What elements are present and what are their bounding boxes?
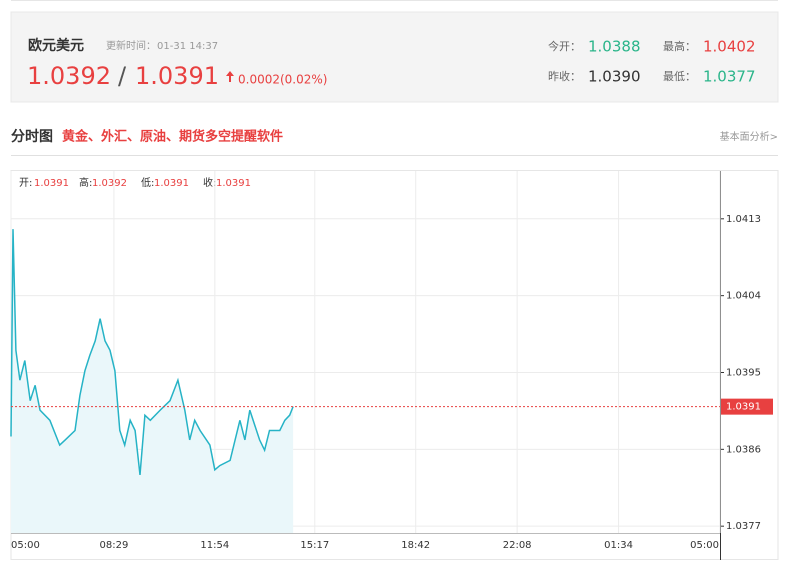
info-label: 高:	[79, 176, 92, 189]
info-label: 收:	[203, 176, 216, 189]
info-bar: 开: 1.0391 高: 1.0392 低: 1.0391 收: 1.0391	[19, 176, 251, 189]
y-tick-label: 1.0386	[726, 444, 761, 455]
price-line	[10, 229, 294, 475]
update-time: 01-31 14:37	[157, 41, 218, 52]
stat-value: 1.0402	[703, 38, 756, 56]
info-value: 1.0391	[34, 178, 69, 189]
info-value: 1.0392	[92, 178, 127, 189]
ask-price: 1.0391	[135, 62, 219, 90]
y-tick-label: 1.0413	[726, 214, 761, 225]
stat-label: 最高：	[663, 39, 696, 53]
stat-label: 昨收：	[548, 69, 581, 83]
price-tag-label: 1.0391	[726, 402, 761, 413]
info-value: 1.0391	[216, 178, 251, 189]
y-tick-label: 1.0395	[726, 367, 761, 378]
stat-value: 1.0390	[588, 68, 641, 86]
up-arrow	[226, 71, 234, 82]
section-title: 分时图	[11, 128, 53, 145]
stat-value: 1.0377	[703, 68, 756, 86]
y-tick-label: 1.0377	[726, 521, 761, 532]
fundamental-link[interactable]: 基本面分析>	[720, 130, 778, 143]
x-tick-label: 15:17	[300, 540, 329, 551]
separator: /	[118, 62, 127, 90]
y-tick-label: 1.0404	[726, 291, 761, 302]
pair-name: 欧元美元	[28, 37, 84, 54]
price-tag	[721, 398, 773, 415]
info-label: 低:	[141, 176, 154, 189]
quote-panel	[10, 11, 779, 103]
bid-price: 1.0392	[27, 62, 111, 90]
promo-link[interactable]: 黄金、外汇、原油、期货多空提醒软件	[62, 129, 283, 145]
area	[11, 229, 294, 533]
x-tick-label: 05:00	[11, 540, 40, 551]
stat-label: 最低：	[663, 70, 696, 83]
info-label: 开:	[19, 178, 32, 189]
update-label: 更新时间：	[106, 39, 156, 52]
chart: 1.0413 1.0404 1.0395 1.0386 1.0377 05:00 08:29…	[10, 171, 773, 560]
price-change: 0.0002(0.02%)	[238, 73, 327, 87]
stats: 今开： 1.0388 最高： 1.0402 昨收： 1.0390 最低： 1.0377	[548, 38, 756, 86]
x-tick-label: 08:29	[99, 540, 128, 551]
info-value: 1.0391	[154, 178, 189, 189]
x-tick-label: 05:00	[690, 540, 719, 551]
stat-label: 今开：	[548, 39, 581, 53]
stat-value: 1.0388	[588, 38, 641, 56]
x-tick-label: 22:08	[503, 540, 532, 551]
x-tick-label: 18:42	[401, 540, 430, 551]
x-tick-label: 11:54	[200, 540, 229, 551]
x-tick-label: 01:34	[604, 540, 633, 551]
